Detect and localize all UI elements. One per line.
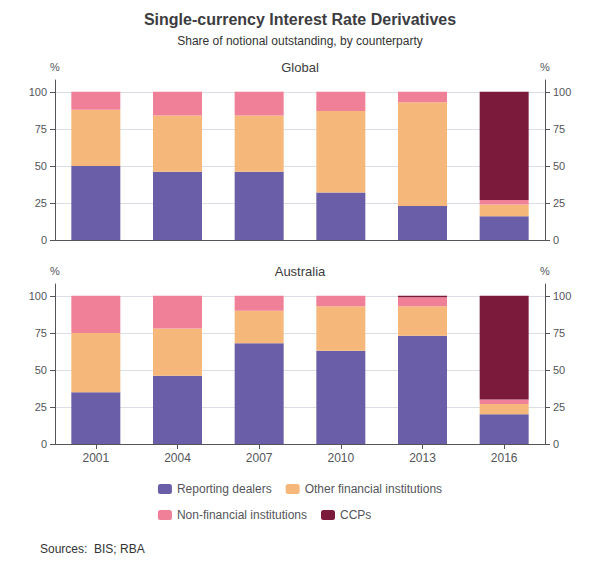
svg-text:100: 100 [29, 86, 47, 98]
svg-text:25: 25 [553, 197, 565, 209]
svg-text:50: 50 [553, 160, 565, 172]
svg-text:CCPs: CCPs [340, 508, 371, 522]
svg-text:%: % [540, 265, 550, 277]
svg-text:50: 50 [553, 364, 565, 376]
svg-text:2010: 2010 [327, 451, 354, 465]
svg-text:75: 75 [35, 327, 47, 339]
svg-text:25: 25 [35, 197, 47, 209]
svg-text:2007: 2007 [246, 451, 273, 465]
svg-text:50: 50 [35, 364, 47, 376]
svg-text:0: 0 [41, 234, 47, 246]
svg-text:0: 0 [41, 438, 47, 450]
svg-text:75: 75 [553, 327, 565, 339]
svg-text:%: % [50, 265, 60, 277]
svg-text:Other financial institutions: Other financial institutions [305, 482, 442, 496]
svg-text:Reporting dealers: Reporting dealers [177, 482, 272, 496]
svg-text:2016: 2016 [491, 451, 518, 465]
svg-text:Single-currency Interest Rate: Single-currency Interest Rate Derivative… [144, 11, 456, 28]
svg-text:75: 75 [553, 123, 565, 135]
svg-text:Global: Global [281, 60, 319, 75]
svg-text:2013: 2013 [409, 451, 436, 465]
svg-text:100: 100 [29, 290, 47, 302]
svg-text:Non-financial institutions: Non-financial institutions [177, 508, 307, 522]
svg-text:75: 75 [35, 123, 47, 135]
svg-text:25: 25 [35, 401, 47, 413]
svg-text:%: % [540, 61, 550, 73]
svg-text:Share of notional outstanding,: Share of notional outstanding, by counte… [177, 34, 423, 48]
svg-text:25: 25 [553, 401, 565, 413]
svg-text:0: 0 [553, 438, 559, 450]
svg-text:Australia: Australia [275, 264, 326, 279]
svg-text:0: 0 [553, 234, 559, 246]
svg-text:100: 100 [553, 290, 571, 302]
svg-text:50: 50 [35, 160, 47, 172]
svg-text:%: % [50, 61, 60, 73]
svg-text:Sources: BIS; RBA: Sources: BIS; RBA [40, 542, 145, 556]
svg-text:2004: 2004 [164, 451, 191, 465]
svg-text:100: 100 [553, 86, 571, 98]
svg-text:2001: 2001 [82, 451, 109, 465]
